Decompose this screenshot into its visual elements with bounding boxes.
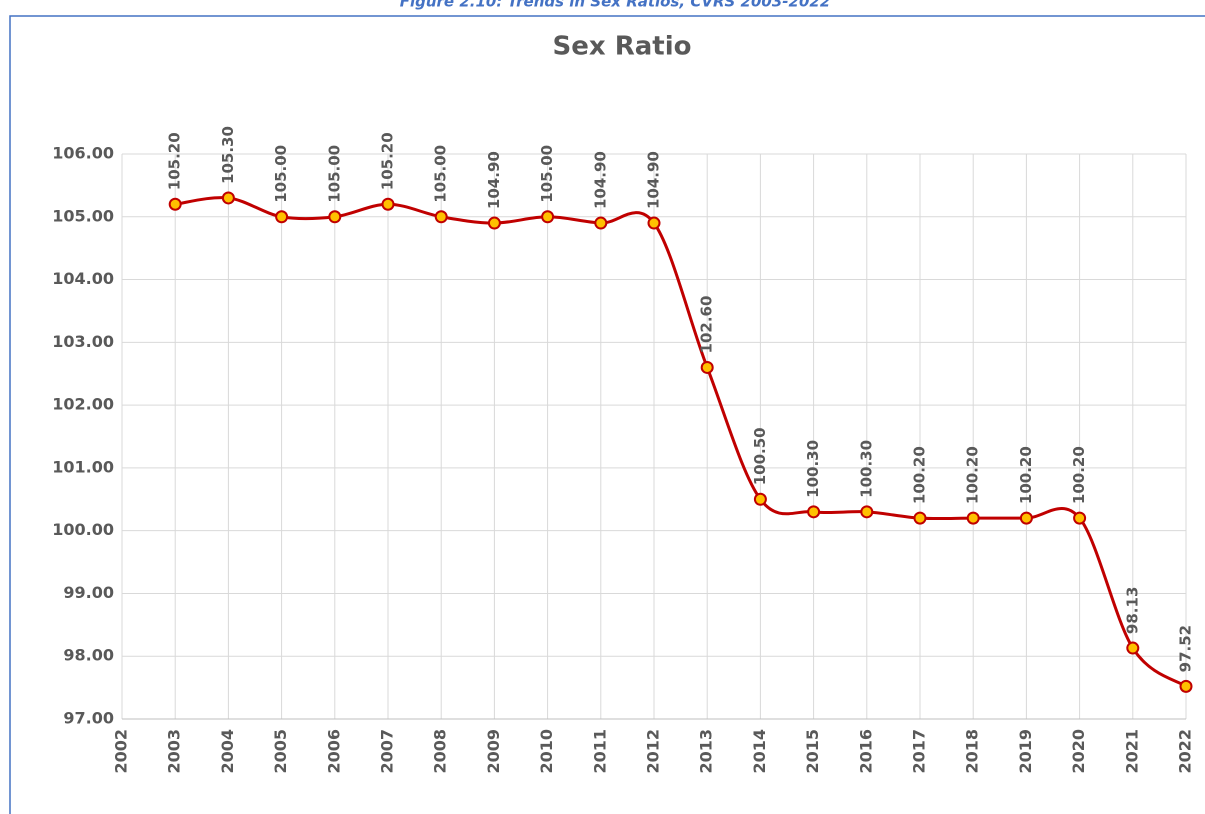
data-label: 102.60 <box>698 296 716 354</box>
chart-title: Sex Ratio <box>553 32 692 62</box>
data-label: 105.20 <box>166 132 184 190</box>
data-label: 100.20 <box>1017 446 1035 504</box>
y-tick-label: 106.00 <box>52 144 114 163</box>
data-label: 98.13 <box>1123 587 1141 634</box>
marker <box>807 505 821 519</box>
marker <box>647 216 661 230</box>
chart-frame <box>9 15 1205 814</box>
x-tick-label: 2002 <box>112 729 131 774</box>
y-tick-label: 100.00 <box>52 520 114 539</box>
data-label: 104.90 <box>591 151 609 209</box>
data-label: 105.00 <box>325 145 343 203</box>
y-tick-label: 105.00 <box>52 206 114 225</box>
marker <box>700 360 714 374</box>
marker <box>594 216 608 230</box>
y-tick-label: 97.00 <box>63 709 114 728</box>
data-label: 100.20 <box>964 446 982 504</box>
marker <box>381 197 395 211</box>
data-label: 105.00 <box>272 145 290 203</box>
y-tick-label: 98.00 <box>63 646 114 665</box>
data-label: 105.20 <box>379 132 397 190</box>
marker <box>1179 679 1193 693</box>
data-label: 100.50 <box>751 427 769 485</box>
caption: Figure 2.10: Trends in Sex Ratios, CVRS … <box>400 0 831 11</box>
marker <box>1126 641 1140 655</box>
x-tick-label: 2006 <box>324 729 343 774</box>
data-label: 100.20 <box>911 446 929 504</box>
x-tick-label: 2003 <box>165 729 184 774</box>
y-tick-label: 103.00 <box>52 332 114 351</box>
x-tick-label: 2012 <box>644 729 663 774</box>
marker <box>328 210 342 224</box>
x-tick-label: 2019 <box>1016 729 1035 774</box>
marker <box>1019 511 1033 525</box>
marker <box>168 197 182 211</box>
data-label: 104.90 <box>485 151 503 209</box>
data-label: 105.00 <box>432 145 450 203</box>
marker <box>275 210 289 224</box>
marker <box>221 191 235 205</box>
data-label: 104.90 <box>645 151 663 209</box>
y-tick-label: 101.00 <box>52 457 114 476</box>
x-tick-label: 2010 <box>537 729 556 774</box>
data-label: 100.30 <box>804 440 822 498</box>
x-tick-label: 2022 <box>1176 729 1195 774</box>
x-tick-label: 2011 <box>590 729 609 774</box>
x-tick-label: 2021 <box>1122 729 1141 774</box>
data-label: 100.20 <box>1070 446 1088 504</box>
marker <box>487 216 501 230</box>
x-tick-label: 2016 <box>856 729 875 774</box>
marker <box>913 511 927 525</box>
x-tick-label: 2007 <box>378 729 397 774</box>
x-tick-label: 2009 <box>484 729 503 774</box>
x-tick-label: 2013 <box>697 729 716 774</box>
y-tick-label: 99.00 <box>63 583 114 602</box>
x-tick-label: 2005 <box>271 729 290 774</box>
data-label: 105.00 <box>538 145 556 203</box>
x-tick-label: 2008 <box>431 729 450 774</box>
x-tick-label: 2018 <box>963 729 982 774</box>
marker <box>1073 511 1087 525</box>
x-tick-label: 2004 <box>218 729 237 774</box>
marker <box>753 492 767 506</box>
data-label: 100.30 <box>857 440 875 498</box>
y-tick-label: 102.00 <box>52 395 114 414</box>
x-tick-label: 2020 <box>1069 729 1088 774</box>
y-tick-label: 104.00 <box>52 269 114 288</box>
x-tick-label: 2017 <box>910 729 929 774</box>
marker <box>966 511 980 525</box>
x-tick-label: 2014 <box>750 729 769 774</box>
data-label: 97.52 <box>1177 625 1195 672</box>
marker <box>434 210 448 224</box>
marker <box>860 505 874 519</box>
data-label: 105.30 <box>219 126 237 184</box>
x-tick-label: 2015 <box>803 729 822 774</box>
marker <box>541 210 555 224</box>
